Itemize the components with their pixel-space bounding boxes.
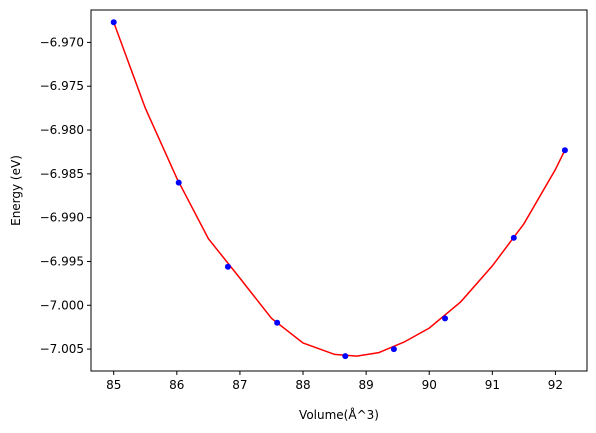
y-tick-label: −6.995 bbox=[40, 254, 84, 268]
y-axis: −6.970 −6.975 −6.980 −6.985 −6.990 −6.995 −7.0… bbox=[40, 35, 91, 356]
data-point bbox=[224, 263, 231, 270]
x-tick-label: 92 bbox=[548, 378, 563, 392]
y-axis-label: Energy (eV) bbox=[9, 155, 23, 226]
y-tick-label: −6.985 bbox=[40, 167, 84, 181]
x-tick-label: 85 bbox=[106, 378, 121, 392]
x-tick-label: 86 bbox=[169, 378, 184, 392]
data-point bbox=[175, 179, 182, 186]
plot-area bbox=[110, 19, 568, 360]
y-tick-label: −6.990 bbox=[40, 211, 84, 225]
y-tick-label: −6.975 bbox=[40, 79, 84, 93]
y-tick-label: −6.970 bbox=[40, 35, 84, 49]
x-axis: 85 86 87 88 89 90 91 92 bbox=[106, 371, 563, 392]
data-point bbox=[510, 234, 517, 241]
x-tick-label: 89 bbox=[358, 378, 373, 392]
x-tick-label: 88 bbox=[295, 378, 310, 392]
y-tick-label: −7.005 bbox=[40, 342, 84, 356]
x-tick-label: 90 bbox=[422, 378, 437, 392]
fit-curve bbox=[112, 22, 566, 357]
data-point bbox=[274, 319, 281, 326]
data-point bbox=[390, 346, 397, 353]
data-point bbox=[342, 353, 349, 360]
y-tick-label: −6.980 bbox=[40, 123, 84, 137]
data-point bbox=[561, 147, 568, 154]
plot-frame bbox=[90, 9, 588, 372]
x-tick-label: 87 bbox=[232, 378, 247, 392]
data-point bbox=[110, 19, 117, 26]
x-tick-label: 91 bbox=[485, 378, 500, 392]
data-point bbox=[442, 315, 449, 322]
x-axis-label: Volume(Å^3) bbox=[299, 407, 379, 422]
y-tick-label: −7.000 bbox=[40, 298, 84, 312]
